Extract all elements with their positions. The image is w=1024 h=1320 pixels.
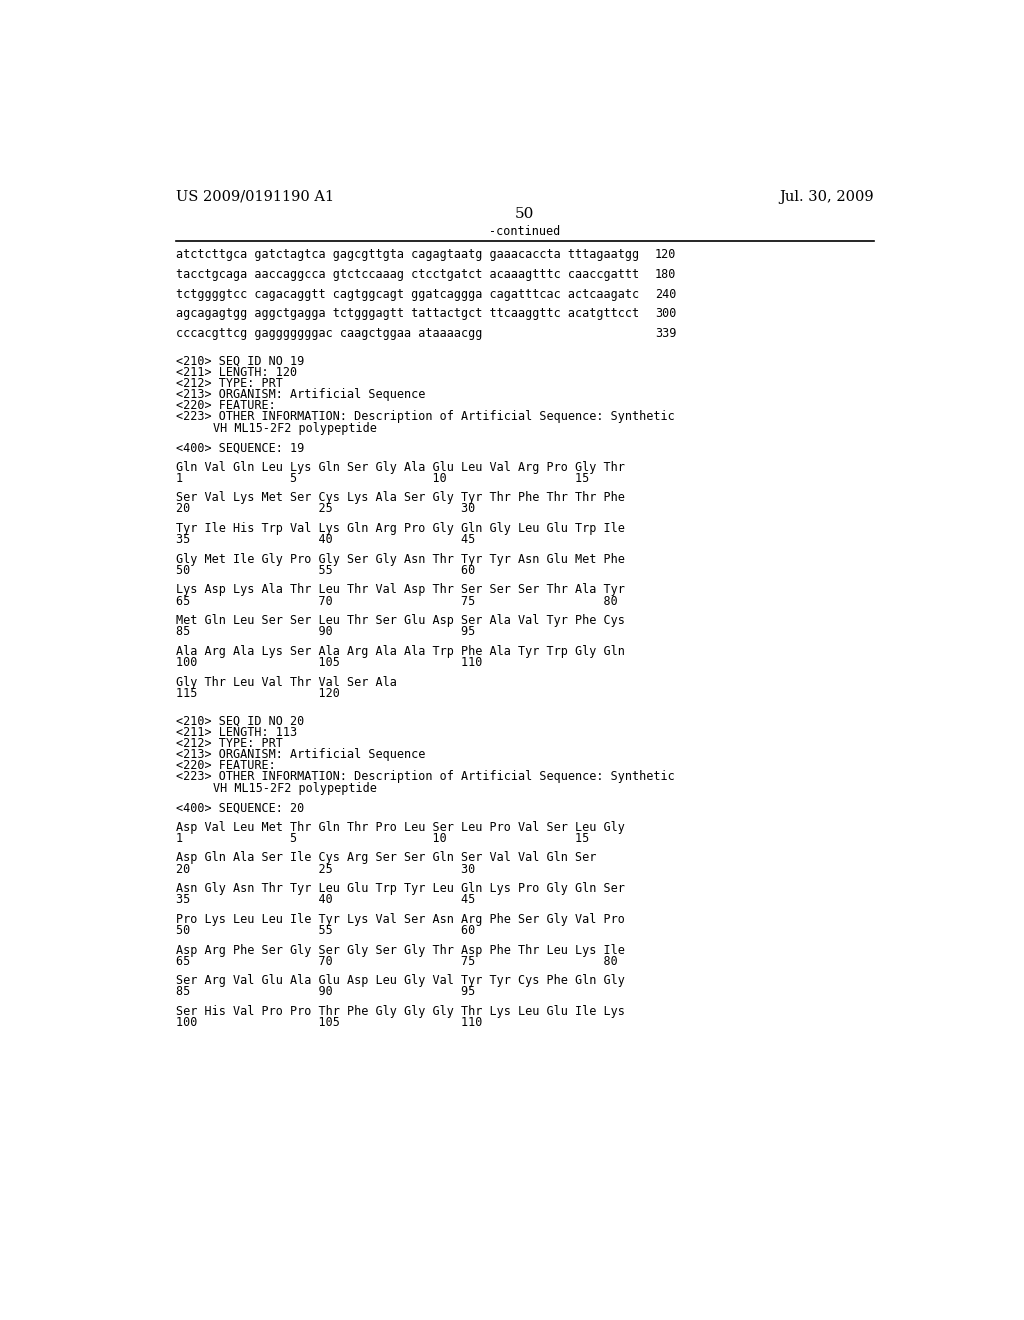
Text: 65                  70                  75                  80: 65 70 75 80	[176, 954, 617, 968]
Text: <210> SEQ ID NO 19: <210> SEQ ID NO 19	[176, 355, 304, 367]
Text: 35                  40                  45: 35 40 45	[176, 533, 475, 546]
Text: 339: 339	[655, 326, 677, 339]
Text: 100                 105                 110: 100 105 110	[176, 656, 482, 669]
Text: 240: 240	[655, 288, 677, 301]
Text: 300: 300	[655, 308, 677, 321]
Text: <212> TYPE: PRT: <212> TYPE: PRT	[176, 737, 283, 750]
Text: 85                  90                  95: 85 90 95	[176, 626, 475, 639]
Text: Asp Gln Ala Ser Ile Cys Arg Ser Ser Gln Ser Val Val Gln Ser: Asp Gln Ala Ser Ile Cys Arg Ser Ser Gln …	[176, 851, 596, 865]
Text: Gln Val Gln Leu Lys Gln Ser Gly Ala Glu Leu Val Arg Pro Gly Thr: Gln Val Gln Leu Lys Gln Ser Gly Ala Glu …	[176, 461, 625, 474]
Text: VH ML15-2F2 polypeptide: VH ML15-2F2 polypeptide	[213, 421, 377, 434]
Text: 180: 180	[655, 268, 677, 281]
Text: 20                  25                  30: 20 25 30	[176, 862, 475, 875]
Text: <211> LENGTH: 113: <211> LENGTH: 113	[176, 726, 297, 739]
Text: 100                 105                 110: 100 105 110	[176, 1016, 482, 1030]
Text: atctcttgca gatctagtca gagcgttgta cagagtaatg gaaacaccta tttagaatgg: atctcttgca gatctagtca gagcgttgta cagagta…	[176, 248, 639, 261]
Text: 35                  40                  45: 35 40 45	[176, 894, 475, 907]
Text: 50: 50	[515, 207, 535, 220]
Text: 50                  55                  60: 50 55 60	[176, 924, 475, 937]
Text: Ala Arg Ala Lys Ser Ala Arg Ala Ala Trp Phe Ala Tyr Trp Gly Gln: Ala Arg Ala Lys Ser Ala Arg Ala Ala Trp …	[176, 645, 625, 657]
Text: agcagagtgg aggctgagga tctgggagtt tattactgct ttcaaggttc acatgttcct: agcagagtgg aggctgagga tctgggagtt tattact…	[176, 308, 639, 321]
Text: 50                  55                  60: 50 55 60	[176, 564, 475, 577]
Text: 115                 120: 115 120	[176, 686, 340, 700]
Text: Ser Arg Val Glu Ala Glu Asp Leu Gly Val Tyr Tyr Cys Phe Gln Gly: Ser Arg Val Glu Ala Glu Asp Leu Gly Val …	[176, 974, 625, 987]
Text: Asp Val Leu Met Thr Gln Thr Pro Leu Ser Leu Pro Val Ser Leu Gly: Asp Val Leu Met Thr Gln Thr Pro Leu Ser …	[176, 821, 625, 834]
Text: Pro Lys Leu Leu Ile Tyr Lys Val Ser Asn Arg Phe Ser Gly Val Pro: Pro Lys Leu Leu Ile Tyr Lys Val Ser Asn …	[176, 913, 625, 925]
Text: <213> ORGANISM: Artificial Sequence: <213> ORGANISM: Artificial Sequence	[176, 388, 425, 401]
Text: tacctgcaga aaccaggcca gtctccaaag ctcctgatct acaaagtttc caaccgattt: tacctgcaga aaccaggcca gtctccaaag ctcctga…	[176, 268, 639, 281]
Text: Tyr Ile His Trp Val Lys Gln Arg Pro Gly Gln Gly Leu Glu Trp Ile: Tyr Ile His Trp Val Lys Gln Arg Pro Gly …	[176, 521, 625, 535]
Text: Gly Met Ile Gly Pro Gly Ser Gly Asn Thr Tyr Tyr Asn Glu Met Phe: Gly Met Ile Gly Pro Gly Ser Gly Asn Thr …	[176, 553, 625, 566]
Text: Asn Gly Asn Thr Tyr Leu Glu Trp Tyr Leu Gln Lys Pro Gly Gln Ser: Asn Gly Asn Thr Tyr Leu Glu Trp Tyr Leu …	[176, 882, 625, 895]
Text: Ser His Val Pro Pro Thr Phe Gly Gly Gly Thr Lys Leu Glu Ile Lys: Ser His Val Pro Pro Thr Phe Gly Gly Gly …	[176, 1005, 625, 1018]
Text: 20                  25                  30: 20 25 30	[176, 503, 475, 516]
Text: 65                  70                  75                  80: 65 70 75 80	[176, 594, 617, 607]
Text: Jul. 30, 2009: Jul. 30, 2009	[779, 190, 873, 203]
Text: -continued: -continued	[489, 224, 560, 238]
Text: Asp Arg Phe Ser Gly Ser Gly Ser Gly Thr Asp Phe Thr Leu Lys Ile: Asp Arg Phe Ser Gly Ser Gly Ser Gly Thr …	[176, 944, 625, 957]
Text: <213> ORGANISM: Artificial Sequence: <213> ORGANISM: Artificial Sequence	[176, 748, 425, 762]
Text: VH ML15-2F2 polypeptide: VH ML15-2F2 polypeptide	[213, 781, 377, 795]
Text: cccacgttcg gagggggggac caagctggaa ataaaacgg: cccacgttcg gagggggggac caagctggaa ataaaa…	[176, 326, 482, 339]
Text: <220> FEATURE:: <220> FEATURE:	[176, 399, 275, 412]
Text: <211> LENGTH: 120: <211> LENGTH: 120	[176, 366, 297, 379]
Text: <400> SEQUENCE: 19: <400> SEQUENCE: 19	[176, 441, 304, 454]
Text: Ser Val Lys Met Ser Cys Lys Ala Ser Gly Tyr Thr Phe Thr Thr Phe: Ser Val Lys Met Ser Cys Lys Ala Ser Gly …	[176, 491, 625, 504]
Text: US 2009/0191190 A1: US 2009/0191190 A1	[176, 190, 334, 203]
Text: <220> FEATURE:: <220> FEATURE:	[176, 759, 275, 772]
Text: 120: 120	[655, 248, 677, 261]
Text: Met Gln Leu Ser Ser Leu Thr Ser Glu Asp Ser Ala Val Tyr Phe Cys: Met Gln Leu Ser Ser Leu Thr Ser Glu Asp …	[176, 614, 625, 627]
Text: 1               5                   10                  15: 1 5 10 15	[176, 471, 589, 484]
Text: tctggggtcc cagacaggtt cagtggcagt ggatcaggga cagatttcac actcaagatc: tctggggtcc cagacaggtt cagtggcagt ggatcag…	[176, 288, 639, 301]
Text: <223> OTHER INFORMATION: Description of Artificial Sequence: Synthetic: <223> OTHER INFORMATION: Description of …	[176, 771, 675, 784]
Text: Gly Thr Leu Val Thr Val Ser Ala: Gly Thr Leu Val Thr Val Ser Ala	[176, 676, 397, 689]
Text: 1               5                   10                  15: 1 5 10 15	[176, 832, 589, 845]
Text: <210> SEQ ID NO 20: <210> SEQ ID NO 20	[176, 714, 304, 727]
Text: <223> OTHER INFORMATION: Description of Artificial Sequence: Synthetic: <223> OTHER INFORMATION: Description of …	[176, 411, 675, 424]
Text: Lys Asp Lys Ala Thr Leu Thr Val Asp Thr Ser Ser Ser Thr Ala Tyr: Lys Asp Lys Ala Thr Leu Thr Val Asp Thr …	[176, 583, 625, 597]
Text: <212> TYPE: PRT: <212> TYPE: PRT	[176, 378, 283, 389]
Text: <400> SEQUENCE: 20: <400> SEQUENCE: 20	[176, 801, 304, 814]
Text: 85                  90                  95: 85 90 95	[176, 985, 475, 998]
